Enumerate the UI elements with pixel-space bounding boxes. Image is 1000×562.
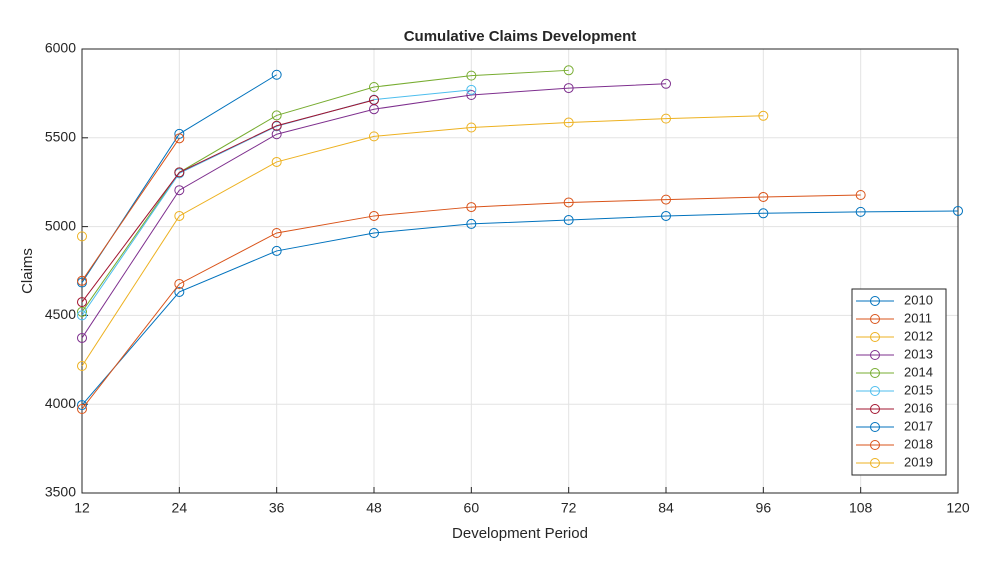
point — [271, 110, 282, 121]
x-tick-label: 120 — [946, 500, 970, 516]
point — [174, 185, 185, 196]
x-tick-label: 96 — [756, 500, 772, 516]
legend-marker — [870, 296, 880, 306]
legend-marker — [870, 314, 880, 324]
point — [77, 400, 87, 411]
point — [369, 210, 379, 221]
x-tick-label: 12 — [74, 500, 90, 516]
y-tick-label: 3500 — [45, 484, 76, 500]
series-line — [81, 83, 667, 339]
point — [758, 191, 769, 202]
series-line — [81, 210, 959, 406]
point — [77, 403, 87, 414]
legend-marker — [870, 350, 880, 360]
point — [77, 275, 87, 286]
point — [855, 206, 866, 217]
point — [369, 131, 379, 142]
point — [563, 117, 574, 128]
point — [174, 133, 185, 144]
legend-label: 2015 — [904, 382, 933, 397]
x-tick-label: 36 — [269, 500, 285, 516]
point — [77, 306, 87, 317]
point — [174, 210, 185, 221]
x-tick-label: 60 — [464, 500, 480, 516]
point — [77, 310, 87, 321]
point — [563, 197, 574, 208]
legend-label: 2019 — [904, 454, 933, 469]
point — [661, 113, 671, 124]
legend-label: 2017 — [904, 418, 933, 433]
legend-label: 2016 — [904, 400, 933, 415]
point — [174, 278, 185, 289]
legend-label: 2018 — [904, 436, 933, 451]
legend-label: 2013 — [904, 346, 933, 361]
point — [661, 210, 671, 221]
point — [953, 205, 963, 216]
legend-marker — [870, 386, 880, 396]
x-tick-label: 84 — [658, 500, 674, 516]
point — [466, 84, 477, 95]
x-tick-label: 72 — [561, 500, 577, 516]
series-line — [81, 194, 861, 410]
legend-label: 2012 — [904, 328, 933, 343]
point — [466, 202, 477, 213]
legend-marker — [870, 458, 880, 468]
point — [271, 120, 282, 131]
plot-frame — [81, 48, 959, 494]
y-tick-label: 4500 — [45, 306, 76, 322]
point — [369, 94, 379, 105]
x-tick-label: 108 — [849, 500, 873, 516]
y-tick-label: 5000 — [45, 217, 76, 233]
point — [369, 227, 379, 238]
point — [77, 297, 87, 308]
point — [271, 69, 282, 80]
point — [271, 227, 282, 238]
point — [466, 122, 477, 133]
series-line — [81, 69, 569, 313]
series-line — [81, 138, 180, 282]
point — [466, 218, 477, 229]
chart-title: Cumulative Claims Development — [404, 28, 637, 45]
legend-marker — [870, 368, 880, 378]
point — [563, 65, 574, 76]
y-axis-label: Claims — [19, 248, 36, 294]
point — [855, 189, 866, 200]
point — [758, 208, 769, 219]
legend-label: 2014 — [904, 364, 933, 379]
point — [758, 110, 769, 121]
x-axis-label: Development Period — [452, 525, 588, 542]
series-line — [81, 115, 764, 367]
legend-marker — [870, 332, 880, 342]
legend-marker — [870, 422, 880, 432]
point — [271, 245, 282, 256]
legend-label: 2011 — [904, 310, 932, 325]
legend-label: 2010 — [904, 292, 933, 307]
y-tick-label: 4000 — [45, 395, 76, 411]
legend-marker — [870, 440, 880, 450]
point — [77, 332, 87, 343]
point — [466, 89, 477, 100]
legend-box — [851, 288, 947, 476]
point — [174, 286, 185, 297]
point — [77, 231, 87, 242]
point — [661, 78, 671, 89]
y-tick-label: 6000 — [45, 40, 76, 56]
point — [369, 82, 379, 93]
x-tick-label: 24 — [172, 500, 188, 516]
point — [563, 215, 574, 226]
x-tick-label: 48 — [366, 500, 382, 516]
point — [271, 156, 282, 167]
y-tick-label: 5500 — [45, 129, 76, 145]
point — [563, 83, 574, 94]
point — [77, 361, 87, 372]
point — [174, 167, 185, 178]
series-line — [81, 99, 375, 303]
legend-marker — [870, 404, 880, 414]
point — [661, 194, 671, 205]
point — [466, 70, 477, 81]
